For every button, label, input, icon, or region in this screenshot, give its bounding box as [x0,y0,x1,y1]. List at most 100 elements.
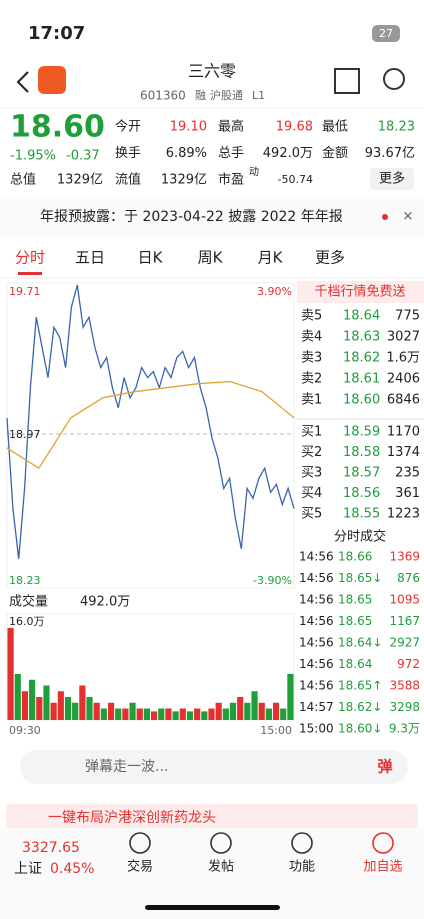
trade-time: 14:56 [299,614,334,628]
volume-bar [29,679,36,720]
volume-total: 492.0万 [80,595,130,610]
field-label: 最低 [322,120,348,135]
more-button[interactable] [370,168,414,190]
notice-close[interactable]: ✕ [403,210,414,225]
x-label: 15:00 [260,724,292,737]
trade-time: 14:56 [299,636,334,650]
volume-bar [272,702,280,720]
trade-time: 14:57 [299,700,334,714]
trade-vol: 1095 [389,593,420,607]
field-label: 市盈 [218,172,244,188]
book-vol: 235 [395,466,420,481]
field-value: 18.23 [378,120,415,135]
tab[interactable]: 周K [198,249,224,267]
nav-label[interactable]: 发帖 [208,859,234,875]
tab[interactable]: 更多 [315,249,345,267]
volume-bar [215,702,222,720]
nav-icon[interactable] [210,832,232,854]
trade-time: 14:56 [299,679,334,693]
search[interactable] [383,68,405,90]
back[interactable] [16,71,29,93]
axis-label: -3.90% [253,574,292,587]
book-label: 买1 [301,425,322,440]
index-name: 上证 [14,861,42,877]
volume-max: 16.0万 [9,615,45,628]
nav-icon[interactable] [129,832,151,854]
share[interactable] [334,68,360,94]
field-label: 总手 [218,146,244,161]
volume-bar [14,674,21,720]
tab[interactable]: 分时 [15,249,45,267]
trade-price: 18.64 [338,657,372,671]
footer [0,828,424,919]
more[interactable]: 更多 [379,171,405,187]
comment-input[interactable] [20,750,408,784]
trade-time: 14:56 [299,593,334,607]
nav-label[interactable]: 功能 [289,860,315,875]
trade-vol: 876 [397,571,420,585]
price-line [6,284,295,559]
trade-price: 18.65 [338,614,372,628]
volume-bar [57,691,64,720]
book-vol: 775 [395,309,420,324]
volume-title[interactable]: 成交量 [9,594,48,610]
book-label: 买4 [301,486,322,501]
book-title-bg [297,281,424,303]
notice-bar [0,197,424,237]
field-value: 19.10 [170,120,207,135]
volume-bar [72,702,79,720]
trade-time: 14:56 [299,550,334,564]
stock-tag: L1 [252,89,265,102]
volume-bar [151,711,158,720]
book-label: 卖3 [301,351,322,366]
volume-bar [244,702,251,720]
notice[interactable]: 年报预披露：于 2023-04-22 披露 2022 年年报 [40,209,343,225]
field-label: 最高 [218,119,244,135]
field-label: 金额 [322,145,348,161]
book-price: 18.64 [343,309,380,324]
volume-bar [265,708,272,720]
field-value: 492.0万 [263,146,313,161]
tab[interactable]: 五日 [75,249,105,267]
volume-bar [64,697,72,720]
book-vol: 361 [395,486,420,501]
index-value: 3327.65 [22,840,80,856]
volume-bar [179,708,186,720]
tab[interactable]: 日K [138,249,164,267]
tab[interactable]: 月K [258,249,284,267]
home-indicator [145,905,280,910]
volume-bar [237,697,244,720]
book-vol: 6846 [387,393,420,408]
volume-bar [93,702,100,720]
trade-price: 18.65 [338,593,372,607]
book-label: 买2 [301,445,322,460]
trade-price: 18.60↓ [338,722,382,736]
volume-bar [165,708,172,720]
nav-icon[interactable] [372,832,394,854]
trade-vol: 1167 [389,614,420,628]
book-title[interactable]: 千档行情免费送 [314,285,405,300]
volume-bar [143,708,150,720]
nav-icon[interactable] [291,832,313,854]
book-label: 卖4 [301,330,322,345]
comment-placeholder[interactable]: 弹幕走一波... [85,759,168,775]
field-label: 总值 [10,172,36,188]
field-label: 流值 [115,172,141,188]
banner[interactable]: 一键布局沪港深创新药龙头 [48,810,216,826]
volume-bar [115,708,122,720]
field-value: 6.89% [166,146,207,161]
book-label: 买5 [301,507,322,522]
danmaku-icon[interactable]: 弹 [377,758,392,776]
nav-label[interactable]: 交易 [127,859,153,875]
index-pct: 0.45% [50,861,94,877]
field-value: 19.68 [276,120,313,135]
volume-bar [7,628,14,720]
axis-label: 19.71 [9,285,41,298]
axis-label: 18.23 [9,574,41,587]
trade-time: 14:56 [299,657,334,671]
volume-bar [172,711,179,720]
nav-label[interactable]: 加自选 [363,860,402,875]
book-price: 18.56 [343,486,380,501]
book-price: 18.57 [343,466,380,481]
